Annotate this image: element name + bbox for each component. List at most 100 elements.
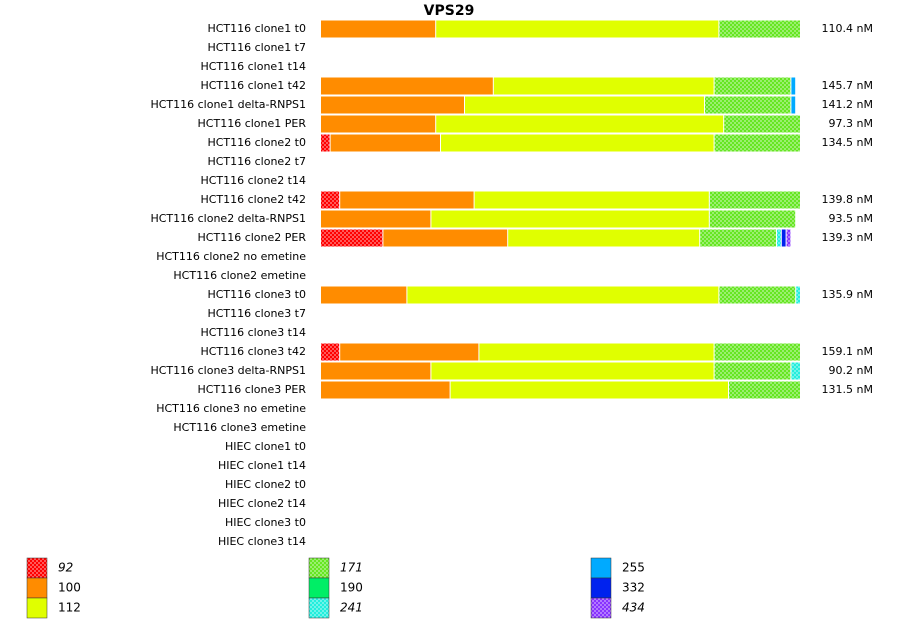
legend-label: 100 [58, 581, 81, 595]
bar-segment [441, 134, 714, 152]
bar-segment [330, 134, 440, 152]
bar-segment [479, 343, 714, 361]
category-label: HCT116 clone3 no emetine [156, 402, 306, 415]
bar-segment [714, 134, 800, 152]
bar-segment [786, 229, 791, 247]
bar-segment [474, 191, 709, 209]
bar-segment [709, 191, 800, 209]
legend-swatch [308, 597, 330, 619]
category-label: HCT116 clone2 t0 [207, 136, 306, 149]
legend-label: 332 [622, 581, 645, 595]
legend-label: 112 [58, 601, 81, 615]
bar-segment [508, 229, 700, 247]
bar-segment [705, 96, 791, 114]
bar-segment [791, 77, 796, 95]
bar-segment [729, 381, 800, 399]
legend-swatch [308, 577, 330, 599]
bar-segment [321, 343, 340, 361]
legend-swatch [26, 577, 48, 599]
total-label: 134.5 nM [822, 136, 873, 149]
bar-segment [796, 286, 800, 304]
bar-segment [321, 229, 383, 247]
bar-segment [436, 115, 724, 133]
category-label: HCT116 clone2 delta-RNPS1 [150, 212, 306, 225]
legend-swatch [590, 557, 612, 579]
category-label: HCT116 clone1 t0 [207, 22, 306, 35]
bar-segment [321, 96, 464, 114]
category-label: HIEC clone2 t14 [218, 497, 306, 510]
bar-segment [724, 115, 800, 133]
legend-swatch [308, 557, 330, 579]
legend-swatch [590, 577, 612, 599]
legend-label: 255 [622, 561, 645, 575]
bar-segment [777, 229, 781, 247]
category-label: HCT116 clone1 t42 [200, 79, 306, 92]
category-label: HIEC clone1 t14 [218, 459, 306, 472]
total-label: 159.1 nM [822, 345, 873, 358]
total-label: 139.8 nM [822, 193, 873, 206]
legend-swatch [26, 597, 48, 619]
bar-segment [493, 77, 714, 95]
bar-segment [321, 191, 340, 209]
category-label: HIEC clone1 t0 [225, 440, 306, 453]
total-label: 97.3 nM [829, 117, 873, 130]
category-label: HIEC clone2 t0 [225, 478, 306, 491]
bar-segment [781, 229, 786, 247]
bar-segment [791, 96, 796, 114]
category-label: HCT116 clone3 t42 [200, 345, 306, 358]
bar-segment [714, 362, 791, 380]
category-label: HCT116 clone3 t0 [207, 288, 306, 301]
bar-segment [321, 77, 493, 95]
bar-segment [709, 210, 796, 228]
category-label: HIEC clone3 t0 [225, 516, 306, 529]
bar-segment [700, 229, 776, 247]
category-label: HCT116 clone2 t42 [200, 193, 306, 206]
total-label: 135.9 nM [822, 288, 873, 301]
category-label: HCT116 clone3 PER [198, 383, 307, 396]
total-label: 90.2 nM [829, 364, 873, 377]
legend-label: 92 [58, 561, 73, 575]
bar-segment [714, 343, 800, 361]
bar-segment [340, 343, 479, 361]
bar-segment [719, 286, 796, 304]
legend-label: 434 [622, 601, 645, 615]
total-label: 139.3 nM [822, 231, 873, 244]
category-label: HCT116 clone2 t14 [200, 174, 306, 187]
total-label: 145.7 nM [822, 79, 873, 92]
category-label: HCT116 clone1 t7 [207, 41, 306, 54]
bar-segment [791, 362, 800, 380]
legend-swatch [590, 597, 612, 619]
category-label: HCT116 clone3 delta-RNPS1 [150, 364, 306, 377]
bar-segment [383, 229, 508, 247]
legend-label: 171 [340, 561, 363, 575]
category-label: HCT116 clone2 PER [198, 231, 307, 244]
bar-segment [407, 286, 719, 304]
bar-segment [321, 286, 407, 304]
total-label: 110.4 nM [822, 22, 873, 35]
category-label: HCT116 clone2 t7 [207, 155, 306, 168]
category-label: HCT116 clone1 PER [198, 117, 307, 130]
total-label: 131.5 nM [822, 383, 873, 396]
bar-segment [321, 134, 330, 152]
category-label: HCT116 clone1 delta-RNPS1 [150, 98, 306, 111]
total-label: 93.5 nM [829, 212, 873, 225]
bar-segment [321, 210, 431, 228]
bar-segment [714, 77, 791, 95]
bar-segment [719, 20, 800, 38]
legend-label: 190 [340, 581, 363, 595]
bar-segment [321, 362, 431, 380]
category-label: HCT116 clone1 t14 [200, 60, 306, 73]
legend-label: 241 [340, 601, 363, 615]
bar-segment [450, 381, 728, 399]
category-label: HCT116 clone3 t14 [200, 326, 306, 339]
bar-segment [321, 20, 436, 38]
bar-segment [431, 362, 714, 380]
category-label: HIEC clone3 t14 [218, 535, 306, 548]
bar-segment [321, 115, 436, 133]
category-label: HCT116 clone2 emetine [173, 269, 306, 282]
bar-segment [321, 381, 450, 399]
bar-segment [431, 210, 709, 228]
category-label: HCT116 clone2 no emetine [156, 250, 306, 263]
category-label: HCT116 clone3 t7 [207, 307, 306, 320]
